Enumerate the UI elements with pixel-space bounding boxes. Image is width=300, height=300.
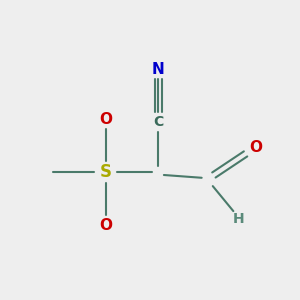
Text: O: O [99, 112, 112, 127]
Text: H: H [233, 212, 245, 226]
Text: O: O [249, 140, 262, 155]
Text: N: N [152, 62, 165, 77]
Text: C: C [153, 115, 164, 129]
Text: O: O [99, 218, 112, 232]
Text: S: S [100, 163, 112, 181]
